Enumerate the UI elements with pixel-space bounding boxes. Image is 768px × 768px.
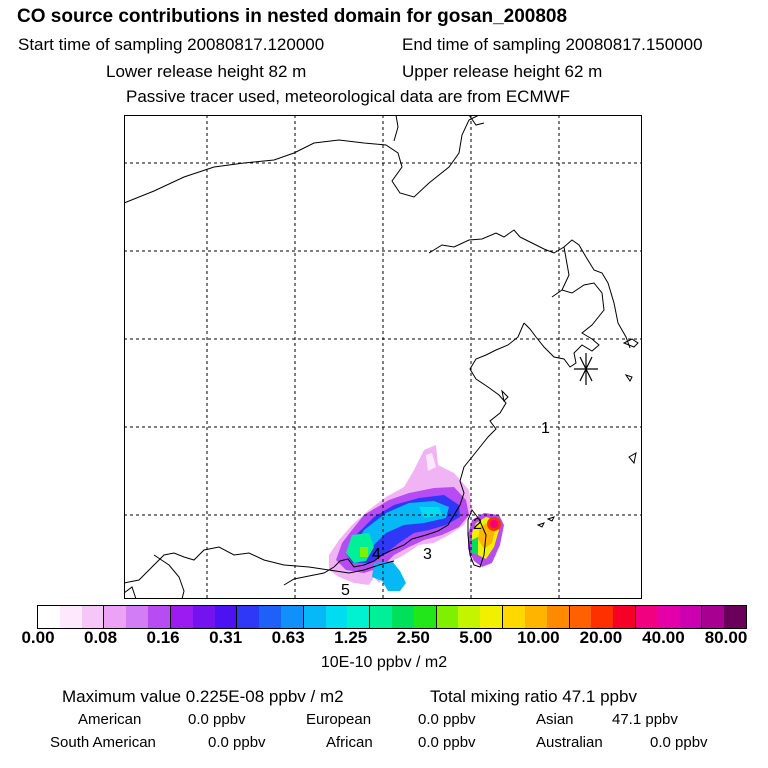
colorbar-cell [259,606,281,628]
colorbar-cell [480,606,503,628]
american-value: 0.0 ppbv [188,711,246,728]
asian-value: 47.1 ppbv [612,711,678,728]
colorbar-cell [38,606,60,628]
australian-value: 0.0 ppbv [650,734,708,751]
region-label-1: 1 [541,420,550,437]
colorbar-cell [613,606,635,628]
region-labels: 1 2 3 4 5 [341,420,550,599]
tracer-note: Passive tracer used, meteorological data… [126,87,571,106]
african-value: 0.0 ppbv [418,734,476,751]
colorbar-tick-label: 20.00 [579,628,623,647]
colorbar-cell [568,606,592,628]
region-label-3: 3 [423,546,432,563]
colorbar-tick-label: 80.00 [704,628,748,647]
colorbar-tick-label: 40.00 [642,628,685,647]
colorbar [37,605,747,629]
colorbar-cell [169,606,193,628]
colorbar-cell [679,606,702,628]
colorbar-tick-label: 0.31 [209,628,243,647]
graticule [124,115,642,599]
map-panel: 1 2 3 4 5 [124,115,642,599]
colorbar-cell [148,606,170,628]
colorbar-cell [302,606,326,628]
colorbar-unit: 10E-10 ppbv / m2 [320,654,448,671]
australian-label: Australian [536,734,603,751]
colorbar-cell [126,606,149,628]
south-american-value: 0.0 ppbv [208,734,266,751]
region-label-2: 2 [473,516,482,533]
colorbar-cell [435,606,459,628]
colorbar-cell [458,606,481,628]
colorbar-cell [701,606,725,628]
african-label: African [326,734,373,751]
colorbar-tick-label: 0.00 [21,628,55,647]
colorbar-cell [524,606,547,628]
map-frame [124,115,642,599]
colorbar-cell [724,606,746,628]
colorbar-tick-label: 2.50 [396,628,430,647]
american-label: American [78,711,142,728]
colorbar-cell [280,606,303,628]
asian-label: Asian [536,711,574,728]
colorbar-cell [634,606,658,628]
european-value: 0.0 ppbv [418,711,476,728]
region-label-5: 5 [341,582,350,599]
colorbar-tick-label: 1.25 [334,628,368,647]
colorbar-cell [502,606,525,628]
colorbar-cell [325,606,348,628]
upper-release-height: Upper release height 62 m [402,62,603,81]
receptor-star-icon [574,353,598,385]
region-label-4: 4 [372,546,381,563]
colorbar-cell [546,606,569,628]
colorbar-cell [103,606,127,628]
start-time: Start time of sampling 20080817.120000 [18,35,325,54]
colorbar-tick-label: 5.00 [459,628,493,647]
colorbar-cell [236,606,260,628]
colorbar-cell [392,606,414,628]
plot-title: CO source contributions in nested domain… [17,6,568,27]
lower-release-height: Lower release height 82 m [106,62,307,81]
colorbar-cell [347,606,370,628]
coastlines [124,115,639,599]
colorbar-cell [59,606,82,628]
colorbar-cell [413,606,436,628]
colorbar-cell [214,606,237,628]
colorbar-tick-label: 0.63 [271,628,305,647]
colorbar-cell [192,606,215,628]
total-mixing-ratio: Total mixing ratio 47.1 ppbv [430,687,637,706]
end-time: End time of sampling 20080817.150000 [402,35,703,54]
max-value: Maximum value 0.225E-08 ppbv / m2 [62,687,344,706]
colorbar-tick-label: 0.16 [146,628,180,647]
south-american-label: South American [50,734,156,751]
colorbar-cell [657,606,680,628]
colorbar-cell [81,606,104,628]
european-label: European [306,711,372,728]
colorbar-cell [591,606,614,628]
colorbar-tick-label: 10.00 [517,628,560,647]
colorbar-tick-label: 0.08 [83,628,118,647]
colorbar-cell [369,606,392,628]
